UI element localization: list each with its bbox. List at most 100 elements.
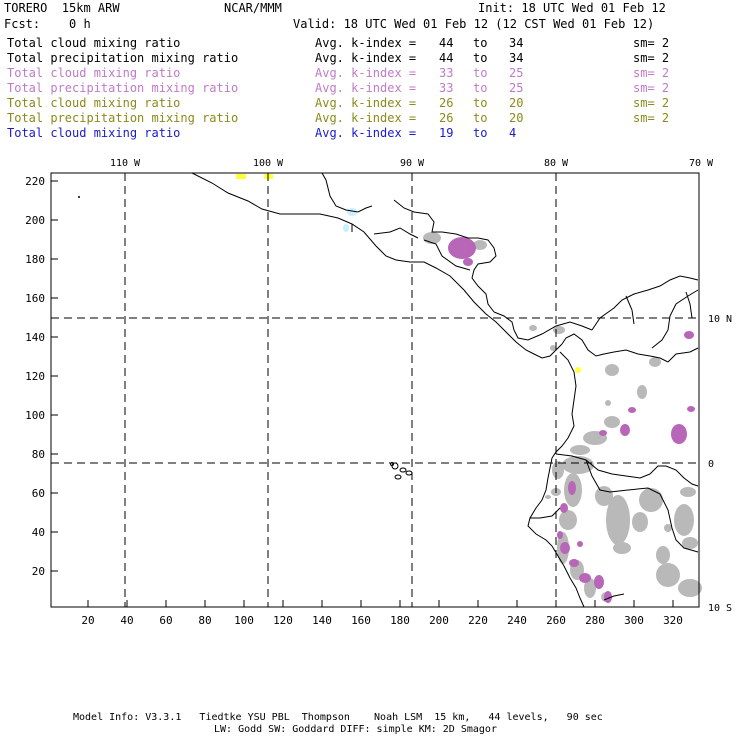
legend-lo: 25: [509, 81, 524, 95]
legend-hi: 26: [439, 96, 454, 110]
x-tick-label: 140: [312, 614, 332, 627]
legend-field: Total precipitation mixing ratio: [7, 51, 239, 65]
legend-label: Avg. k-index =: [315, 111, 417, 125]
legend-field: Total cloud mixing ratio: [7, 126, 181, 140]
legend-field: Total cloud mixing ratio: [7, 96, 181, 110]
x-tick-label: 200: [429, 614, 449, 627]
legend-label: Avg. k-index =: [315, 126, 417, 140]
x-tick-label: 160: [351, 614, 371, 627]
x-tick-label: 120: [273, 614, 293, 627]
legend-row: Total cloud mixing ratio Avg. k-index = …: [7, 66, 669, 81]
legend-hi: 44: [439, 51, 454, 65]
x-tick-label: 100: [234, 614, 254, 627]
legend-row: Total precipitation mixing ratio Avg. k-…: [7, 81, 669, 96]
x-axis-ticks: [87, 600, 674, 607]
legend-label: Avg. k-index =: [315, 96, 417, 110]
y-tick-label: 180: [25, 253, 45, 266]
island-dot: [78, 196, 80, 198]
init-time: Init: 18 UTC Wed 01 Feb 12: [478, 1, 666, 15]
legend-label: Avg. k-index =: [315, 66, 417, 80]
lon-label: 90 W: [400, 158, 425, 169]
legend-lo: 20: [509, 96, 524, 110]
legend-lo: 20: [509, 111, 524, 125]
legend-label: Avg. k-index =: [315, 51, 417, 65]
kindex-low-areas: [343, 208, 357, 232]
coastlines: [191, 172, 699, 608]
kindex-mid-areas: [236, 174, 581, 373]
y-tick-label: 60: [32, 487, 45, 500]
legend-label: Avg. k-index =: [315, 81, 417, 95]
legend-hi: 19: [439, 126, 454, 140]
x-tick-label: 260: [546, 614, 566, 627]
legend-row: Total precipitation mixing ratio Avg. k-…: [7, 51, 669, 66]
legend-row: Total precipitation mixing ratio Avg. k-…: [7, 111, 669, 126]
legend-hi: 26: [439, 111, 454, 125]
y-axis-ticks: [51, 180, 58, 572]
model-title: TORERO 15km ARW: [4, 1, 120, 15]
legend-sm: sm= 2: [633, 96, 670, 110]
lat-label: 10 N: [708, 314, 732, 325]
legend-hi: 33: [439, 66, 454, 80]
y-axis-labels: 220 200 180 160 140 120 100 80 60 40 20: [25, 175, 45, 578]
y-tick-label: 200: [25, 214, 45, 227]
legend-sm: sm= 2: [633, 36, 670, 50]
legend-row: Total cloud mixing ratio Avg. k-index = …: [7, 126, 516, 141]
x-tick-label: 220: [468, 614, 488, 627]
legend-lo: 34: [509, 51, 524, 65]
legend-sm: sm= 2: [633, 51, 670, 65]
legend-sm: sm= 2: [633, 111, 670, 125]
valid-time: Valid: 18 UTC Wed 01 Feb 12 (12 CST Wed …: [293, 17, 655, 31]
x-tick-label: 80: [198, 614, 211, 627]
x-tick-label: 300: [624, 614, 644, 627]
legend-label: Avg. k-index =: [315, 36, 417, 50]
model-physics: LW: Godd SW: Goddard DIFF: simple KM: 2D…: [214, 724, 497, 735]
legend-row: Total cloud mixing ratio Avg. k-index = …: [7, 96, 669, 111]
y-tick-label: 80: [32, 448, 45, 461]
legend-lo: 4: [509, 126, 517, 140]
y-tick-label: 160: [25, 292, 45, 305]
legend-lo: 25: [509, 66, 524, 80]
y-tick-label: 140: [25, 331, 45, 344]
legend-field: Total cloud mixing ratio: [7, 36, 181, 50]
x-tick-label: 20: [81, 614, 94, 627]
x-tick-label: 320: [663, 614, 683, 627]
legend-sm: sm= 2: [633, 81, 670, 95]
legend-field: Total cloud mixing ratio: [7, 66, 181, 80]
lon-label: 70 W: [689, 158, 714, 169]
forecast-hour: Fcst: 0 h: [4, 17, 91, 31]
lon-label: 110 W: [110, 158, 141, 169]
lon-label: 100 W: [253, 158, 284, 169]
legend-hi: 44: [439, 36, 454, 50]
legend-to: to: [473, 51, 488, 65]
x-tick-label: 280: [585, 614, 605, 627]
galapagos-islands: [390, 462, 413, 480]
x-axis-labels: 20 40 60 80 100 120 140 160 180 200 220 …: [81, 614, 683, 627]
legend-to: to: [473, 126, 488, 140]
graticule: [51, 173, 699, 607]
lat-label: 0: [708, 459, 714, 470]
lon-label: 80 W: [544, 158, 569, 169]
x-tick-label: 240: [507, 614, 527, 627]
kindex-high-areas: [448, 237, 695, 603]
y-tick-label: 220: [25, 175, 45, 188]
y-tick-label: 40: [32, 526, 45, 539]
x-tick-label: 40: [120, 614, 133, 627]
legend-to: to: [473, 66, 488, 80]
legend-to: to: [473, 81, 488, 95]
legend-lo: 34: [509, 36, 524, 50]
legend-to: to: [473, 96, 488, 110]
legend-sm: sm= 2: [633, 66, 670, 80]
x-tick-label: 60: [159, 614, 172, 627]
x-tick-label: 180: [390, 614, 410, 627]
lat-label: 10 S: [708, 603, 732, 614]
y-tick-label: 100: [25, 409, 45, 422]
organization: NCAR/MMM: [224, 1, 282, 15]
legend-to: to: [473, 36, 488, 50]
map-frame: [50, 172, 700, 608]
model-info: Model Info: V3.3.1 Tiedtke YSU PBL Thomp…: [73, 712, 603, 723]
legend-field: Total precipitation mixing ratio: [7, 81, 239, 95]
y-tick-label: 20: [32, 565, 45, 578]
y-tick-label: 120: [25, 370, 45, 383]
legend-hi: 33: [439, 81, 454, 95]
